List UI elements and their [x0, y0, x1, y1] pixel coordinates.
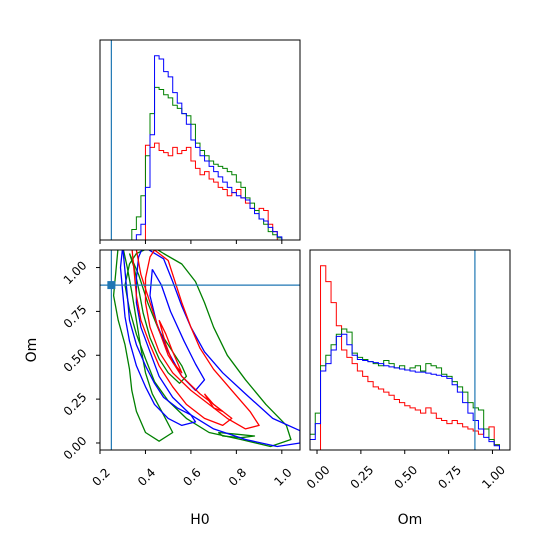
h0-xtick-label: 0.2 — [89, 465, 112, 488]
om-hist-xtick-label: 0.25 — [348, 463, 377, 492]
blue-contour — [119, 250, 197, 427]
h0-xtick-label: 0.4 — [135, 465, 158, 488]
red-contour — [131, 250, 233, 427]
green-contour — [217, 431, 256, 439]
om-histogram-panel: 0.00 0.25 0.50 0.75 1.00 — [304, 249, 511, 492]
red-contour — [203, 393, 224, 413]
truth-marker — [107, 281, 116, 290]
om-ytick-label: 0.50 — [61, 346, 90, 375]
om-axis-label: Om — [398, 512, 423, 528]
blue-histogram-series — [310, 333, 510, 450]
green-contour — [124, 250, 292, 448]
om-histogram-frame — [309, 249, 511, 451]
green-histogram-series — [310, 328, 510, 450]
h0-histogram-frame — [99, 39, 301, 241]
om-hist-xtick-label: 1.00 — [479, 463, 508, 492]
om-hist-xtick-label: 0.75 — [435, 463, 464, 492]
om-hist-xtick-label: 0.50 — [392, 463, 421, 492]
green-contour — [128, 253, 188, 384]
h0-xtick-label: 1.0 — [271, 465, 294, 488]
red-contour — [158, 319, 183, 374]
contour-frame — [99, 249, 301, 451]
h0-xtick-label: 0.8 — [226, 465, 249, 488]
om-y-axis-label: Om — [24, 338, 40, 363]
blue-contour — [135, 250, 300, 448]
om-ytick-label: 0.75 — [61, 302, 90, 331]
h0-xtick-label: 0.6 — [180, 465, 203, 488]
green-histogram-series — [100, 86, 300, 240]
h0-histogram-panel — [99, 39, 301, 244]
blue-histogram-series — [100, 55, 300, 240]
om-ytick-label: 0.00 — [61, 434, 90, 463]
h0-axis-label: H0 — [190, 512, 209, 528]
h0-om-contour-panel: 0.2 0.4 0.6 0.8 1.0 0.00 0.25 0.50 0.75 1.00 — [61, 249, 301, 489]
green-contour — [112, 250, 174, 442]
red-histogram-series — [100, 142, 300, 240]
om-hist-xtick-label: 0.00 — [304, 463, 333, 492]
om-ytick-label: 1.00 — [61, 258, 90, 287]
om-ytick-label: 0.25 — [61, 390, 90, 419]
red-histogram-series — [310, 265, 510, 450]
red-contour — [144, 250, 260, 430]
